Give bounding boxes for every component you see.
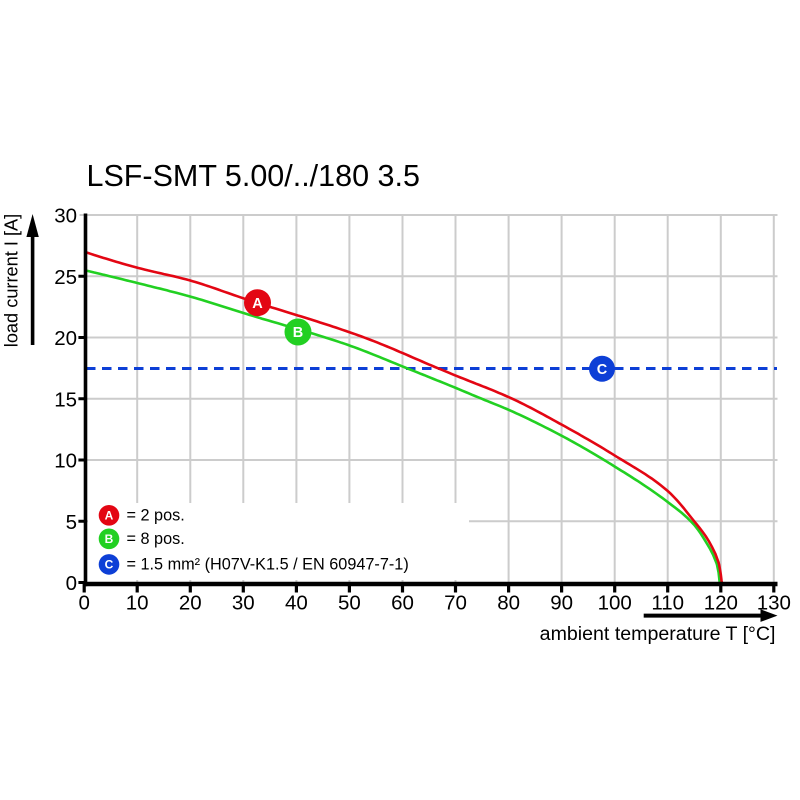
svg-text:ambient temperature T [°C]: ambient temperature T [°C] [540,623,776,645]
svg-text:50: 50 [338,592,361,615]
svg-text:B: B [105,532,114,546]
svg-text:20: 20 [54,327,77,350]
svg-text:20: 20 [179,592,202,615]
svg-text:= 8 pos.: = 8 pos. [127,530,185,548]
svg-text:LSF-SMT 5.00/../180 3.5: LSF-SMT 5.00/../180 3.5 [87,159,420,193]
svg-text:A: A [252,296,263,312]
svg-text:100: 100 [598,592,632,615]
svg-text:C: C [105,558,114,572]
svg-text:= 1.5 mm² (H07V-K1.5 / EN 6094: = 1.5 mm² (H07V-K1.5 / EN 60947-7-1) [127,555,409,573]
svg-text:5: 5 [66,511,77,534]
svg-text:25: 25 [54,266,77,289]
svg-text:110: 110 [651,592,684,615]
svg-text:70: 70 [444,592,467,615]
svg-text:30: 30 [54,205,77,228]
svg-text:A: A [105,509,114,523]
svg-text:0: 0 [78,592,89,615]
svg-text:90: 90 [550,592,573,615]
svg-text:10: 10 [54,450,77,473]
svg-text:60: 60 [391,592,414,615]
svg-text:120: 120 [704,592,738,615]
svg-text:10: 10 [126,592,149,615]
svg-text:130: 130 [757,592,791,615]
svg-text:B: B [293,325,303,341]
svg-text:80: 80 [497,592,520,615]
svg-text:30: 30 [232,592,255,615]
svg-text:= 2 pos.: = 2 pos. [127,507,185,525]
svg-text:40: 40 [285,592,308,615]
svg-text:load current I [A]: load current I [A] [2,214,22,347]
svg-text:C: C [597,362,608,378]
svg-text:15: 15 [54,388,77,411]
svg-text:0: 0 [66,572,77,595]
